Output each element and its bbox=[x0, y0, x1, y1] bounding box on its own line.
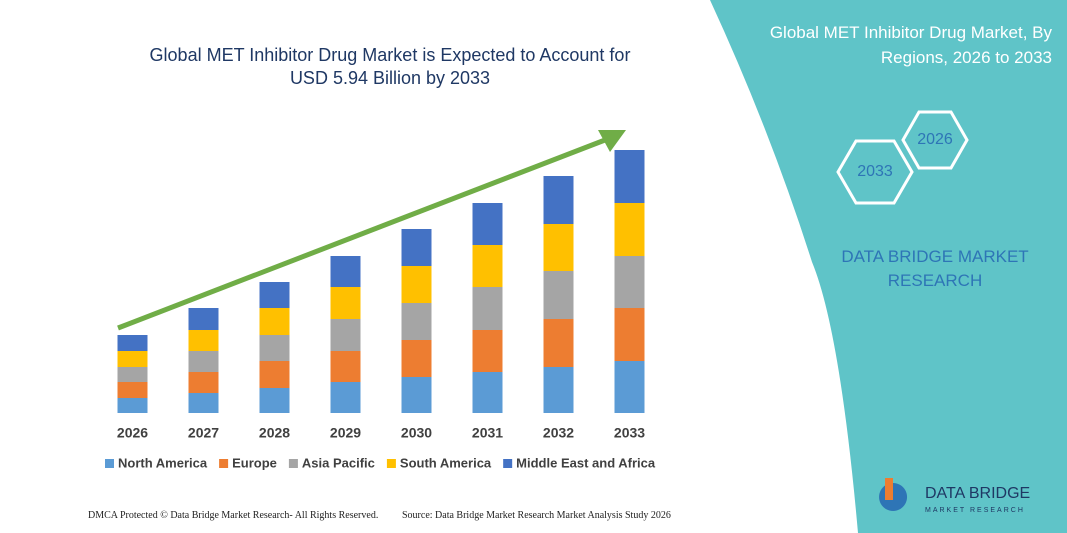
hexagon-label: 2026 bbox=[917, 131, 953, 148]
panel-title: Global MET Inhibitor Drug Market, By Reg… bbox=[769, 23, 1052, 67]
bar-segment bbox=[401, 377, 432, 413]
bar-segment bbox=[472, 203, 503, 245]
legend-label: South America bbox=[400, 455, 492, 470]
legend-swatch bbox=[503, 459, 513, 468]
x-tick-label: 2026 bbox=[117, 425, 148, 441]
legend-swatch bbox=[288, 459, 298, 468]
chart-title: Global MET Inhibitor Drug Market is Expe… bbox=[149, 45, 631, 88]
bar-segment bbox=[330, 382, 361, 413]
bar-segment bbox=[614, 203, 645, 256]
brand-text: DATA BRIDGE MARKET RESEARCH bbox=[841, 247, 1029, 290]
logo-name: DATA BRIDGE bbox=[925, 485, 1030, 502]
trend-arrow bbox=[117, 137, 606, 331]
bar-segment bbox=[330, 287, 361, 319]
bar-segment bbox=[259, 361, 290, 388]
bar-segment bbox=[188, 372, 219, 393]
hexagon bbox=[836, 139, 914, 205]
bar-segment bbox=[401, 229, 432, 266]
hexagon-label: 2033 bbox=[857, 163, 893, 180]
bar-segment bbox=[401, 340, 432, 377]
bar-segment bbox=[188, 308, 219, 330]
x-tick-label: 2027 bbox=[188, 425, 219, 441]
bar-segment bbox=[259, 308, 290, 335]
bar-segment bbox=[259, 388, 290, 413]
bar-segment bbox=[117, 335, 148, 351]
logo-tagline: MARKET RESEARCH bbox=[925, 507, 1025, 514]
bar-segment bbox=[117, 367, 148, 382]
footer-right: Source: Data Bridge Market Research Mark… bbox=[402, 510, 671, 521]
legend-label: North America bbox=[118, 455, 208, 470]
bar-segment bbox=[472, 287, 503, 330]
bar-segment bbox=[543, 319, 574, 367]
bar-segment bbox=[472, 372, 503, 413]
bar-segment bbox=[543, 367, 574, 413]
legend-swatch bbox=[105, 459, 114, 468]
bar-segment bbox=[117, 351, 148, 367]
bar-segment bbox=[330, 256, 361, 287]
bar-segment bbox=[259, 335, 290, 361]
bar-segment bbox=[614, 150, 645, 203]
legend-swatch bbox=[219, 459, 229, 468]
legend-label: Europe bbox=[232, 455, 277, 470]
bar-segment bbox=[330, 319, 361, 351]
legend-label: Asia Pacific bbox=[302, 455, 375, 470]
x-tick-label: 2030 bbox=[401, 425, 432, 441]
bar-segment bbox=[614, 256, 645, 308]
bar-segment bbox=[117, 382, 148, 398]
bar-segment bbox=[614, 361, 645, 413]
bar-segment bbox=[472, 330, 503, 372]
bar-segment bbox=[472, 245, 503, 287]
bar-segment bbox=[188, 330, 219, 351]
bar-segment bbox=[188, 351, 219, 372]
bar-segment bbox=[259, 282, 290, 308]
x-tick-label: 2032 bbox=[543, 425, 574, 441]
x-tick-label: 2031 bbox=[472, 425, 503, 441]
trend-arrowhead bbox=[598, 130, 626, 152]
bar-segment bbox=[543, 271, 574, 319]
x-tick-label: 2033 bbox=[614, 425, 645, 441]
bar-segment bbox=[614, 308, 645, 361]
bar-segment bbox=[543, 224, 574, 271]
bar-segment bbox=[401, 266, 432, 303]
legend-swatch bbox=[386, 459, 396, 468]
bar-segment bbox=[188, 393, 219, 413]
legend-label: Middle East and Africa bbox=[516, 455, 656, 470]
bar-segment bbox=[543, 176, 574, 224]
bar-segment bbox=[330, 351, 361, 382]
logo-mark bbox=[879, 483, 908, 511]
x-tick-label: 2029 bbox=[330, 425, 361, 441]
footer-left: DMCA Protected © Data Bridge Market Rese… bbox=[88, 510, 379, 521]
hexagon bbox=[901, 110, 969, 170]
bar-segment bbox=[117, 398, 148, 413]
logo-mark bbox=[885, 478, 893, 500]
bar-segment bbox=[401, 303, 432, 340]
x-tick-label: 2028 bbox=[259, 425, 290, 441]
side-panel bbox=[710, 0, 1067, 533]
